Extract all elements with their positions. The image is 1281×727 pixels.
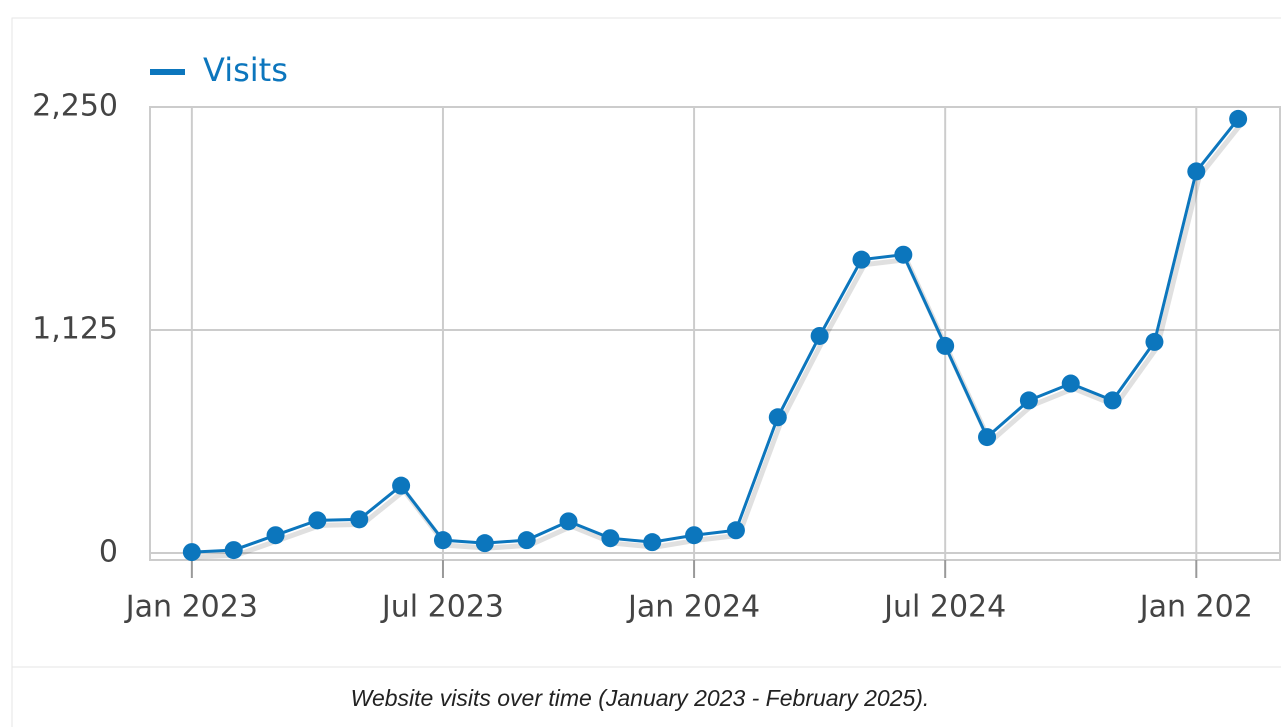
- data-point: [852, 250, 871, 269]
- data-point: [1103, 391, 1122, 410]
- data-point: [726, 521, 745, 540]
- x-tick-label: Jan 2023: [124, 590, 258, 625]
- y-tick-label: 1,125: [32, 312, 118, 347]
- data-point: [433, 531, 452, 550]
- card: [11, 17, 1281, 727]
- data-point: [559, 512, 578, 531]
- data-point: [182, 543, 201, 562]
- y-tick-label: 2,250: [32, 89, 118, 124]
- data-point: [601, 529, 620, 548]
- data-point: [936, 336, 955, 355]
- data-point: [894, 245, 913, 264]
- data-point: [768, 408, 787, 427]
- caption: Website visits over time (January 2023 -…: [351, 685, 930, 711]
- data-point: [643, 533, 662, 552]
- data-point: [308, 511, 327, 530]
- data-point: [224, 541, 243, 560]
- data-point: [978, 428, 997, 447]
- data-point: [392, 476, 411, 495]
- data-point: [1019, 391, 1038, 410]
- data-point: [517, 531, 536, 550]
- data-point: [810, 326, 829, 345]
- data-point: [475, 534, 494, 553]
- data-point: [350, 510, 369, 529]
- data-point: [266, 526, 285, 545]
- data-point: [1229, 109, 1248, 128]
- data-point: [1145, 332, 1164, 351]
- x-tick-label: Jan 202: [1138, 590, 1253, 625]
- data-point: [1187, 162, 1206, 181]
- data-point: [1061, 374, 1080, 393]
- legend-label: Visits: [203, 51, 288, 89]
- data-point: [685, 526, 704, 545]
- x-tick-label: Jan 2024: [626, 590, 760, 625]
- x-tick-label: Jul 2024: [882, 590, 1006, 625]
- x-tick-label: Jul 2023: [380, 590, 504, 625]
- y-tick-label: 0: [99, 535, 118, 570]
